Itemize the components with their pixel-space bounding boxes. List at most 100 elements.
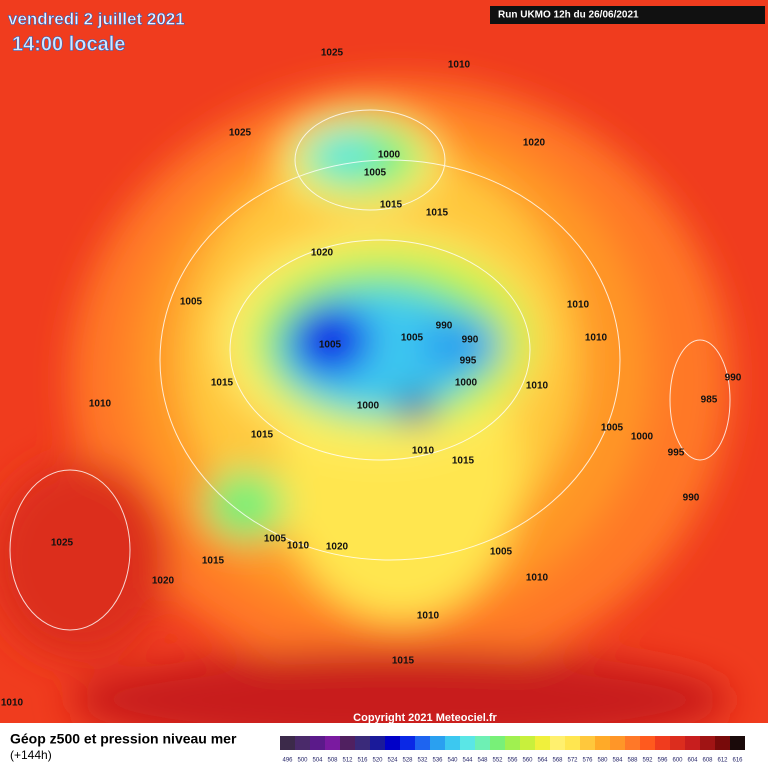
isobar-label: 1005 [319, 340, 342, 351]
colorbar-swatch [580, 736, 595, 750]
colorbar-swatch [430, 736, 445, 750]
isobar-label: 1010 [526, 381, 549, 392]
isobar-label: 1020 [152, 576, 175, 587]
isobar-label: 1015 [380, 200, 403, 211]
colorbar-swatch [370, 736, 385, 750]
isobar-label: 1015 [392, 656, 415, 667]
isobar-labels: 1025 1010 1025 1020 1000 1005 1015 1015 1020 1005… [1, 48, 742, 709]
isobar-label: 1000 [455, 378, 478, 389]
isobar-label: 1015 [202, 556, 225, 567]
colorbar-label: 556 [507, 758, 518, 764]
colorbar-swatch [325, 736, 340, 750]
isobar-label: 1015 [251, 430, 274, 441]
isobar-label: 990 [436, 321, 453, 332]
isobar-label: 1010 [448, 60, 471, 71]
colorbar-swatch [595, 736, 610, 750]
colorbar-swatch [655, 736, 670, 750]
colorbar-swatch [340, 736, 355, 750]
colorbar-swatch [295, 736, 310, 750]
copyright: Copyright 2021 Meteociel.fr [353, 712, 497, 724]
colorbar-label: 532 [417, 758, 428, 764]
colorbar-label: 528 [402, 758, 413, 764]
run-box [490, 6, 765, 24]
colorbar-swatch [520, 736, 535, 750]
isobar-label: 1010 [585, 333, 608, 344]
colorbar-label: 512 [342, 758, 353, 764]
colorbar-swatch [685, 736, 700, 750]
isobar-label: 1010 [287, 541, 310, 552]
isobar-label: 1025 [229, 128, 252, 139]
colorbar-label: 584 [612, 758, 623, 764]
colorbar-swatch [385, 736, 400, 750]
colorbar-swatch [625, 736, 640, 750]
colorbar-label: 596 [657, 758, 668, 764]
colorbar-swatch [355, 736, 370, 750]
colorbar-swatch [400, 736, 415, 750]
isobar-label: 1010 [1, 698, 24, 709]
isobar-label: 1025 [321, 48, 344, 59]
date: vendredi 2 juillet 2021 [8, 9, 185, 28]
colorbar-swatch [460, 736, 475, 750]
colorbar-label: 592 [642, 758, 653, 764]
colorbar-swatch [670, 736, 685, 750]
isobar-label: 995 [668, 448, 685, 459]
colorbar-label: 564 [537, 758, 548, 764]
isobar-label: 990 [683, 493, 700, 504]
isobar-label: 1005 [364, 168, 387, 179]
isobar-label: 995 [460, 356, 477, 367]
colorbar-label: 508 [327, 758, 338, 764]
colorbar-swatch [565, 736, 580, 750]
isobar-label: 1015 [426, 208, 449, 219]
isobar-label: 1000 [631, 432, 654, 443]
isobar-label: 1005 [264, 534, 287, 545]
colorbar-swatch [535, 736, 550, 750]
colorbar-swatch [490, 736, 505, 750]
isobar-label: 1020 [311, 248, 334, 259]
isobar-label: 1005 [180, 297, 203, 308]
isobar-label: 1015 [452, 456, 475, 467]
isobar-label: 1025 [51, 538, 74, 549]
colorbar-label: 604 [687, 758, 698, 764]
isobar-label: 1010 [567, 300, 590, 311]
colorbar-label: 540 [447, 758, 458, 764]
isobar-label: 1010 [417, 611, 440, 622]
run: Run UKMO 12h du 26/06/2021 [498, 10, 639, 21]
colorbar-label: 496 [282, 758, 293, 764]
colorbar-swatch [280, 736, 295, 750]
isobar-label: 1010 [89, 399, 112, 410]
colorbar-label: 608 [702, 758, 713, 764]
colorbar-label: 536 [432, 758, 443, 764]
isobar-label: 1015 [211, 378, 234, 389]
colorbar-label: 568 [552, 758, 563, 764]
isobar-label: 1000 [357, 401, 380, 412]
isobar-label: 990 [462, 335, 479, 346]
colorbar-swatch [640, 736, 655, 750]
colorbar-label: 612 [717, 758, 728, 764]
colorbar-label: 500 [297, 758, 308, 764]
field [0, 0, 768, 750]
isobar-label: 1005 [490, 547, 513, 558]
colorbar-label: 588 [627, 758, 638, 764]
colorbar-label: 572 [567, 758, 578, 764]
colorbar-label: 520 [372, 758, 383, 764]
footer-lead: (+144h) [10, 748, 52, 762]
footer-title: Géop z500 et pression niveau mer [10, 731, 237, 747]
colorbar-label: 504 [312, 758, 323, 764]
colorbar-swatch [610, 736, 625, 750]
colorbar-label: 580 [597, 758, 608, 764]
colorbar-label: 600 [672, 758, 683, 764]
colorbar: 496 500 504 508 512 516 520 524 528 532 536 540 544 5… [280, 736, 745, 764]
colorbar-label: 616 [732, 758, 743, 764]
isobar-label: 1010 [412, 446, 435, 457]
isobar-label: 1005 [401, 333, 424, 344]
colorbar-label: 516 [357, 758, 368, 764]
colorbar-label: 560 [522, 758, 533, 764]
colorbar-swatch [715, 736, 730, 750]
colorbar-swatch [415, 736, 430, 750]
isobar-label: 1020 [523, 138, 546, 149]
isobar-label: 1010 [526, 573, 549, 584]
colorbar-swatch [505, 736, 520, 750]
colorbar-label: 576 [582, 758, 593, 764]
isobar-label: 985 [701, 395, 718, 406]
